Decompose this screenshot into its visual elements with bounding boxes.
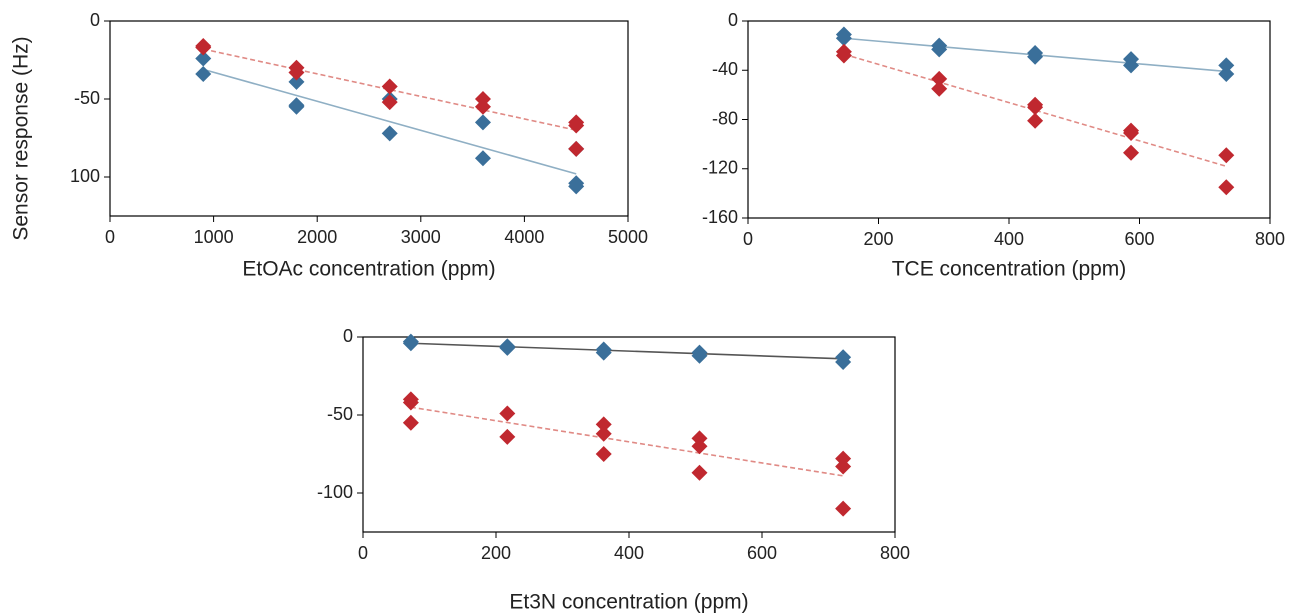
- data-point: [474, 150, 491, 167]
- data-point: [568, 178, 585, 195]
- y-tick-label: -120: [702, 158, 738, 178]
- data-point: [499, 339, 516, 356]
- y-tick-label: 0: [343, 326, 353, 346]
- data-point: [402, 414, 419, 431]
- y-tick-label: -50: [74, 88, 100, 108]
- data-point: [474, 98, 491, 115]
- x-tick-label: 4000: [504, 227, 544, 247]
- data-point: [835, 458, 852, 475]
- x-tick-label: 0: [358, 543, 368, 563]
- fit-line: [843, 53, 1227, 168]
- plot-frame: [362, 336, 896, 533]
- data-point: [1218, 147, 1235, 164]
- data-point: [691, 347, 708, 364]
- data-point: [835, 30, 852, 47]
- data-point: [568, 140, 585, 157]
- data-point: [1123, 144, 1140, 161]
- x-tick-label: 800: [880, 543, 910, 563]
- plot-frame: [747, 20, 1271, 219]
- fit-line: [203, 68, 577, 175]
- y-tick-label: 100: [70, 166, 100, 186]
- data-point: [288, 73, 305, 90]
- x-tick-label: 0: [743, 229, 753, 249]
- fit-line: [410, 342, 844, 360]
- data-point: [835, 500, 852, 517]
- data-point: [595, 344, 612, 361]
- data-point: [835, 47, 852, 64]
- data-point: [195, 50, 212, 67]
- y-axis-label: Sensor response (Hz): [10, 36, 33, 240]
- data-point: [595, 446, 612, 462]
- y-tick-label: -40: [712, 59, 738, 79]
- data-point: [595, 425, 612, 442]
- x-tick-label: 0: [105, 227, 115, 247]
- y-tick-label: -50: [327, 404, 353, 424]
- data-point: [595, 416, 612, 433]
- data-point: [1027, 112, 1044, 129]
- data-point: [402, 335, 419, 352]
- data-point: [499, 405, 516, 422]
- data-point: [931, 41, 948, 58]
- data-point: [381, 78, 398, 95]
- x-tick-label: 600: [747, 543, 777, 563]
- data-point: [288, 64, 305, 81]
- data-point: [195, 66, 212, 83]
- data-point: [402, 394, 419, 411]
- data-point: [499, 428, 516, 445]
- data-point: [835, 353, 852, 370]
- x-tick-label: 5000: [608, 227, 648, 247]
- x-tick-label: 2000: [297, 227, 337, 247]
- data-point: [1123, 125, 1140, 142]
- x-tick-label: 600: [1124, 229, 1154, 249]
- data-point: [381, 94, 398, 111]
- x-tick-label: 800: [1255, 229, 1285, 249]
- data-point: [691, 438, 708, 455]
- x-tick-label: 1000: [194, 227, 234, 247]
- data-point: [931, 80, 948, 97]
- x-tick-label: 400: [614, 543, 644, 563]
- data-point: [568, 117, 585, 134]
- data-point: [195, 39, 212, 56]
- data-point: [381, 125, 398, 142]
- plot-frame: [109, 20, 629, 217]
- fit-line: [410, 406, 844, 477]
- data-point: [288, 98, 305, 115]
- data-point: [931, 70, 948, 87]
- data-point: [1123, 57, 1140, 74]
- y-tick-label: 0: [90, 10, 100, 30]
- x-tick-label: 200: [863, 229, 893, 249]
- data-point: [474, 114, 491, 131]
- data-point: [691, 464, 708, 481]
- data-point: [1218, 179, 1235, 196]
- x-tick-label: 3000: [401, 227, 441, 247]
- x-axis-label: EtOAc concentration (ppm): [242, 258, 495, 281]
- data-point: [1218, 57, 1235, 74]
- x-axis-label: Et3N concentration (ppm): [509, 591, 748, 614]
- data-point: [1218, 65, 1235, 82]
- y-tick-label: 0: [728, 10, 738, 30]
- x-tick-label: 200: [481, 543, 511, 563]
- x-tick-label: 400: [994, 229, 1024, 249]
- x-axis-label: TCE concentration (ppm): [892, 258, 1127, 281]
- y-tick-label: -160: [702, 207, 738, 227]
- y-tick-label: -100: [317, 482, 353, 502]
- data-point: [1027, 48, 1044, 65]
- data-point: [1027, 99, 1044, 116]
- y-tick-label: -80: [712, 108, 738, 128]
